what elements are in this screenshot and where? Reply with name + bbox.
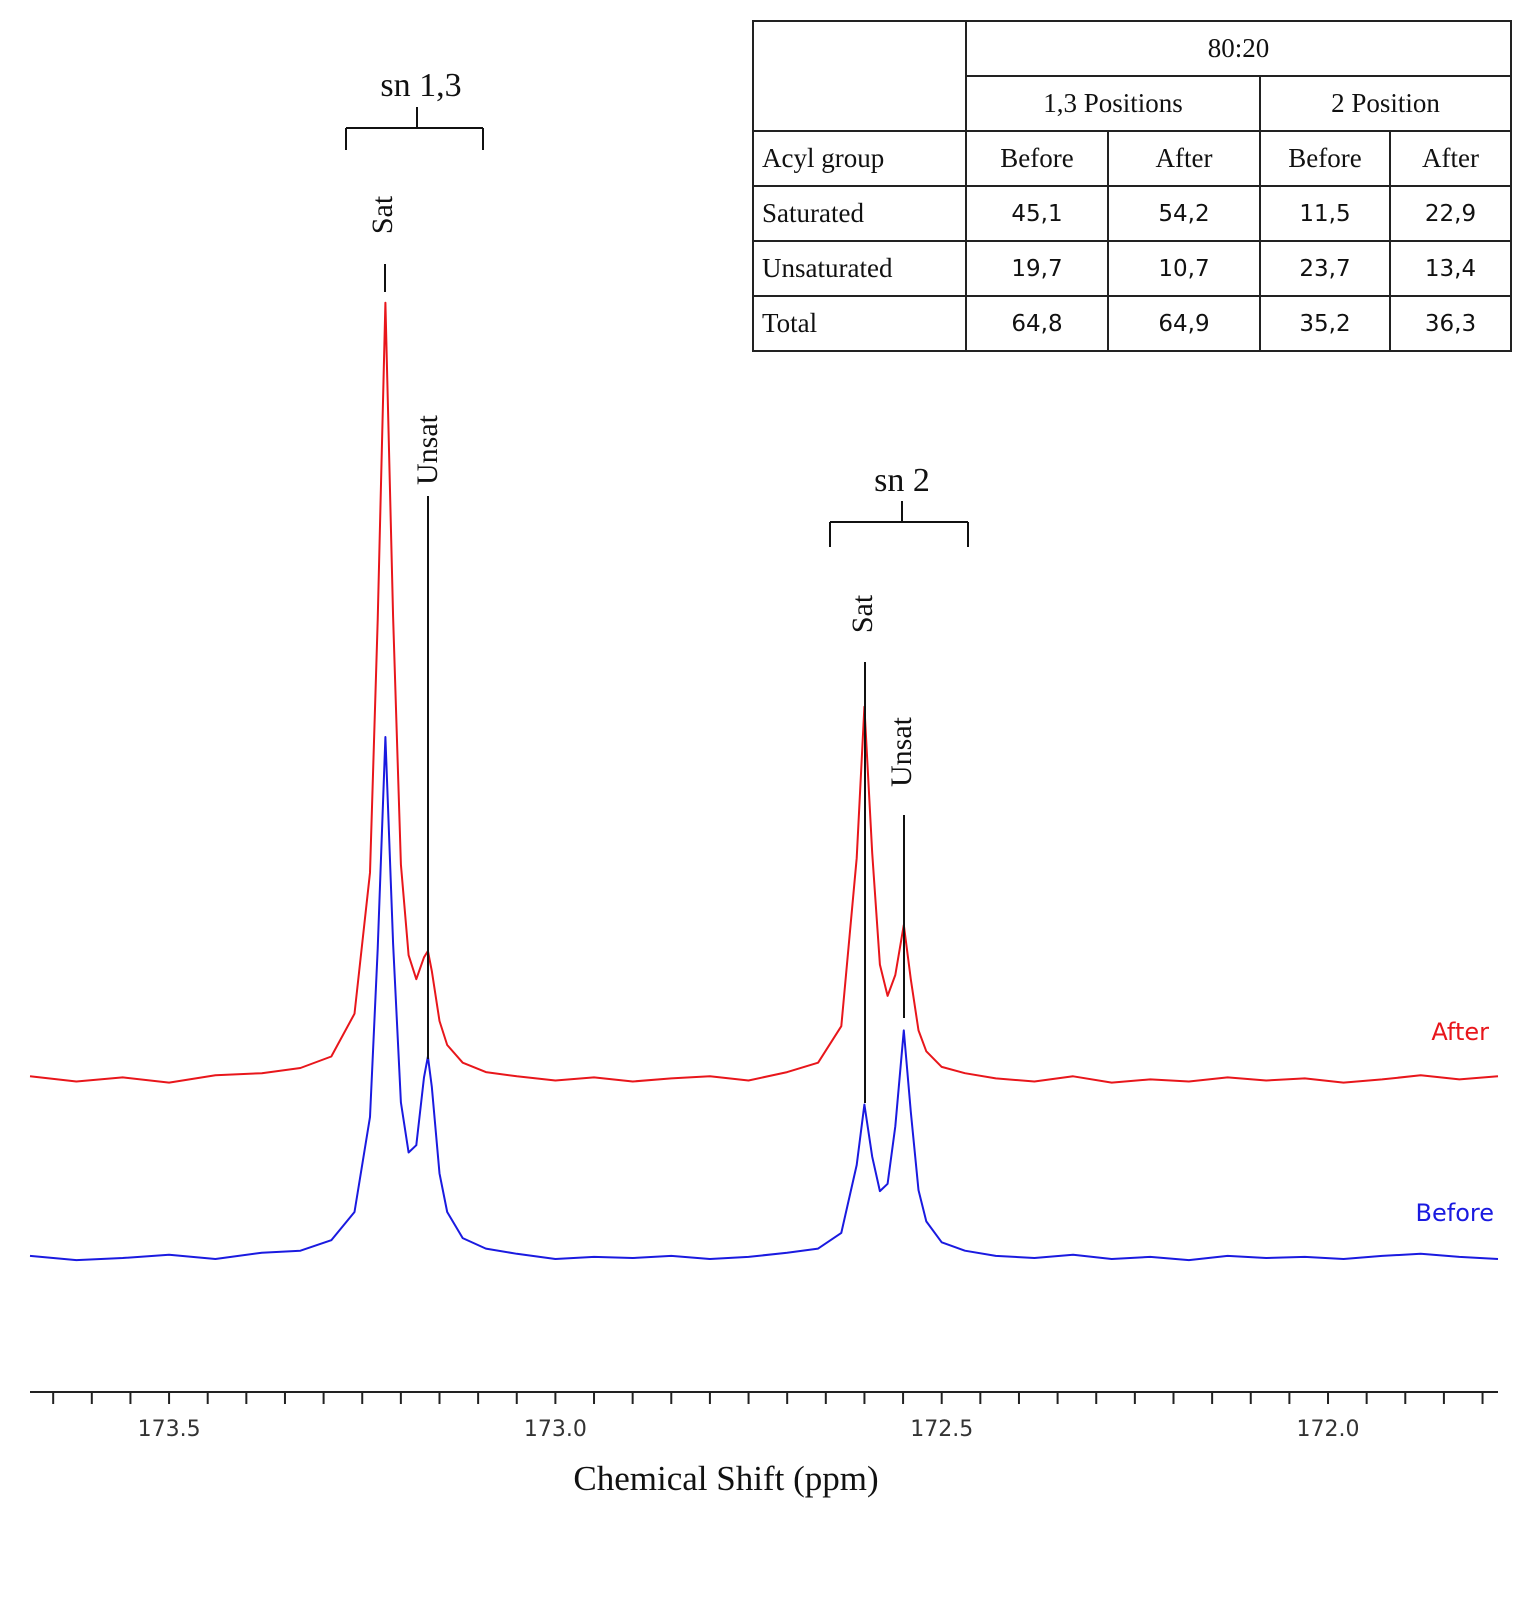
table-cell: 22,9 <box>1389 185 1512 242</box>
x-tick-label: 173.0 <box>524 1417 587 1442</box>
annotation: Sat <box>366 195 399 234</box>
table-cell: Total <box>752 295 967 352</box>
x-tick-label: 173.5 <box>138 1417 201 1442</box>
table-cell: Before <box>1259 130 1391 187</box>
annotation: Sat <box>846 594 879 633</box>
series-label: Before <box>1416 1199 1494 1227</box>
table-group: 2 Position <box>1259 75 1512 132</box>
spectrum-line <box>29 736 1499 1262</box>
table-cell: 54,2 <box>1107 185 1261 242</box>
table-cell: Acyl group <box>752 130 967 187</box>
annotation: sn 1,3 <box>380 67 461 104</box>
table-row: Saturated 45,1 54,2 11,5 22,9 <box>752 185 1512 242</box>
table-cell: 10,7 <box>1107 240 1261 297</box>
x-tick-label: 172.5 <box>910 1417 973 1442</box>
table-cell: 23,7 <box>1259 240 1391 297</box>
table-cell: Unsaturated <box>752 240 967 297</box>
table-title: 80:20 <box>965 20 1512 77</box>
table-cell: After <box>1107 130 1261 187</box>
table-cell: 13,4 <box>1389 240 1512 297</box>
series-label: After <box>1431 1018 1489 1046</box>
table-cell: 64,9 <box>1107 295 1261 352</box>
table-cell: After <box>1389 130 1512 187</box>
spectrum-line <box>29 301 1499 1084</box>
table-cell: 64,8 <box>965 295 1109 352</box>
table-row: Unsaturated 19,7 10,7 23,7 13,4 <box>752 240 1512 297</box>
table-cell: 19,7 <box>965 240 1109 297</box>
table-corner <box>752 20 967 132</box>
table-header-row: Acyl group Before After Before After <box>752 130 1512 187</box>
annotation: sn 2 <box>874 462 930 499</box>
table-group: 1,3 Positions <box>965 75 1261 132</box>
table-cell: 36,3 <box>1389 295 1512 352</box>
table-cell: 35,2 <box>1259 295 1391 352</box>
x-tick-label: 172.0 <box>1297 1417 1360 1442</box>
annotation: Unsat <box>411 414 444 485</box>
results-table: 80:20 1,3 Positions 2 Position Acyl grou… <box>752 20 1512 352</box>
table-cell: 45,1 <box>965 185 1109 242</box>
x-axis-title: Chemical Shift (ppm) <box>573 1459 878 1498</box>
table-cell: Before <box>965 130 1109 187</box>
annotation: Unsat <box>885 716 918 787</box>
table-row: Total 64,8 64,9 35,2 36,3 <box>752 295 1512 352</box>
table-cell: 11,5 <box>1259 185 1391 242</box>
table-cell: Saturated <box>752 185 967 242</box>
